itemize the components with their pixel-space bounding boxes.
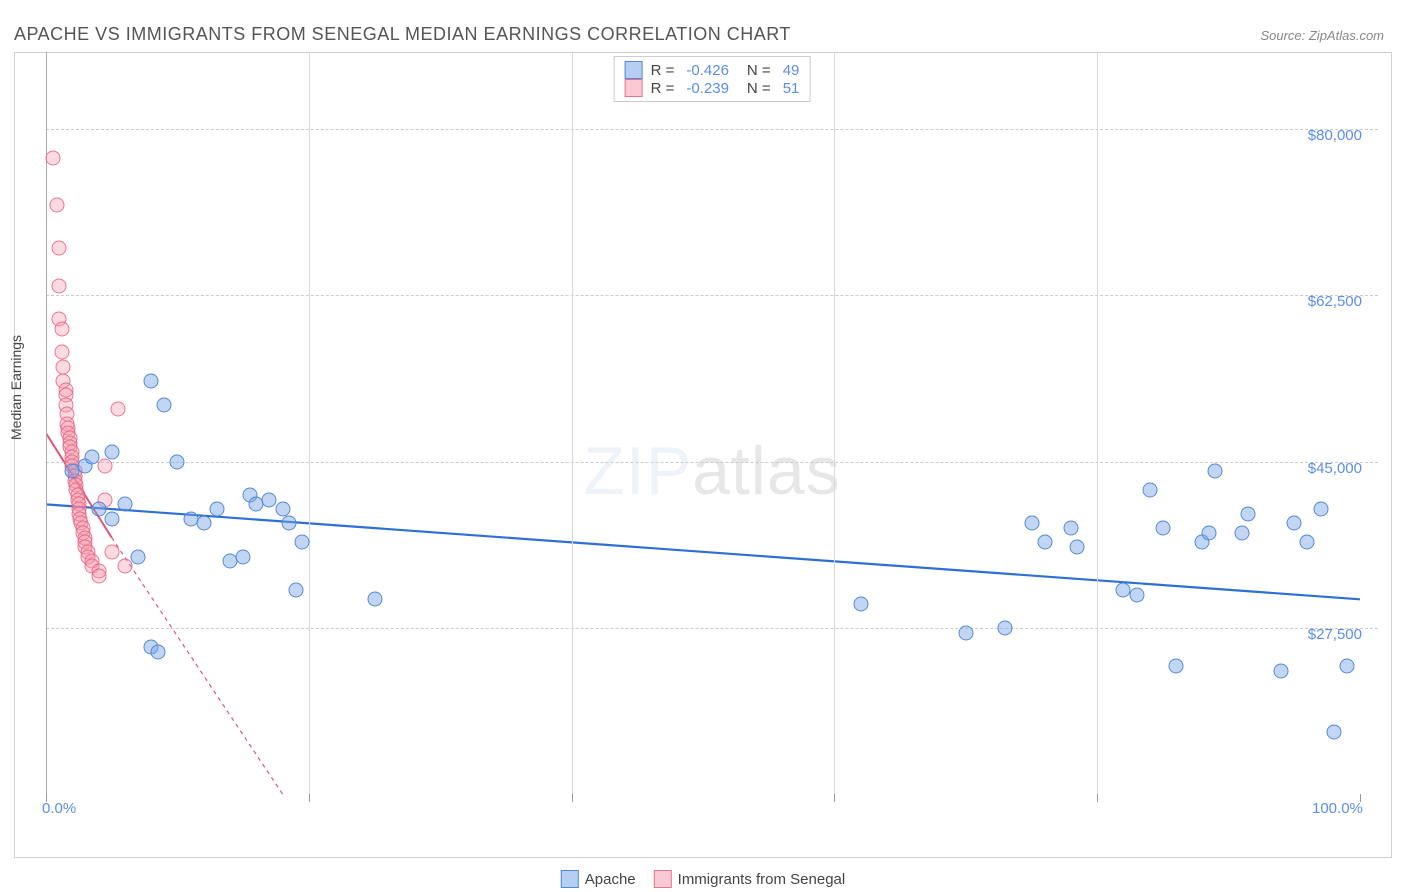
y-tick-label: $45,000	[1308, 460, 1362, 477]
gridline-v	[1097, 52, 1098, 794]
data-point-apache	[1063, 521, 1078, 536]
n-label: N =	[747, 80, 771, 97]
legend-item-apache: Apache	[561, 870, 636, 888]
x-tick-label-max: 100.0%	[1312, 800, 1363, 817]
data-point-apache	[157, 397, 172, 412]
data-point-apache	[1234, 525, 1249, 540]
data-point-apache	[196, 516, 211, 531]
gridline-v	[572, 52, 573, 794]
legend-stats: R = -0.426 N = 49 R = -0.239 N = 51	[614, 56, 811, 102]
n-label: N =	[747, 62, 771, 79]
swatch-pink-icon	[625, 79, 643, 97]
data-point-apache	[104, 445, 119, 460]
y-axis-label: Median Earnings	[8, 335, 24, 440]
n-value-senegal: 51	[783, 80, 800, 97]
legend-stats-row-apache: R = -0.426 N = 49	[625, 61, 800, 79]
data-point-apache	[1274, 663, 1289, 678]
gridline-h	[46, 129, 1378, 130]
data-point-apache	[262, 492, 277, 507]
data-point-senegal	[111, 402, 126, 417]
data-point-apache	[84, 449, 99, 464]
r-value-senegal: -0.239	[686, 80, 729, 97]
data-point-apache	[367, 592, 382, 607]
x-tick-mark	[834, 794, 835, 802]
data-point-apache	[117, 497, 132, 512]
data-point-apache	[282, 516, 297, 531]
gridline-h	[46, 628, 1378, 629]
data-point-senegal	[91, 568, 106, 583]
data-point-apache	[1070, 540, 1085, 555]
y-tick-label: $80,000	[1308, 127, 1362, 144]
chart-title: APACHE VS IMMIGRANTS FROM SENEGAL MEDIAN…	[14, 24, 791, 45]
data-point-senegal	[117, 559, 132, 574]
y-tick-label: $27,500	[1308, 626, 1362, 643]
data-point-apache	[1287, 516, 1302, 531]
data-point-senegal	[104, 544, 119, 559]
data-point-senegal	[54, 321, 69, 336]
data-point-apache	[236, 549, 251, 564]
r-label: R =	[651, 62, 675, 79]
data-point-apache	[144, 373, 159, 388]
data-point-apache	[1339, 658, 1354, 673]
data-point-apache	[1024, 516, 1039, 531]
data-point-apache	[150, 644, 165, 659]
trend-lines	[46, 52, 1378, 822]
legend-series: Apache Immigrants from Senegal	[561, 870, 845, 888]
data-point-apache	[998, 620, 1013, 635]
legend-stats-row-senegal: R = -0.239 N = 51	[625, 79, 800, 97]
data-point-apache	[295, 535, 310, 550]
r-value-apache: -0.426	[686, 62, 729, 79]
gridline-v	[309, 52, 310, 794]
data-point-apache	[1129, 587, 1144, 602]
watermark: ZIPatlas	[583, 432, 840, 510]
swatch-blue-icon	[625, 61, 643, 79]
data-point-apache	[958, 625, 973, 640]
data-point-apache	[1241, 506, 1256, 521]
data-point-apache	[1300, 535, 1315, 550]
data-point-apache	[1155, 521, 1170, 536]
gridline-h	[46, 295, 1378, 296]
data-point-apache	[1037, 535, 1052, 550]
x-tick-mark	[572, 794, 573, 802]
data-point-senegal	[45, 150, 60, 165]
x-tick-label-min: 0.0%	[42, 800, 76, 817]
source-label: Source: ZipAtlas.com	[1260, 28, 1384, 43]
gridline-h	[46, 462, 1378, 463]
n-value-apache: 49	[783, 62, 800, 79]
plot-area: ZIPatlas R = -0.426 N = 49 R = -0.239 N …	[46, 52, 1378, 822]
data-point-apache	[1169, 658, 1184, 673]
data-point-senegal	[49, 198, 64, 213]
swatch-pink-icon	[654, 870, 672, 888]
data-point-senegal	[52, 278, 67, 293]
data-point-apache	[130, 549, 145, 564]
data-point-senegal	[52, 240, 67, 255]
data-point-apache	[1208, 464, 1223, 479]
data-point-apache	[1326, 725, 1341, 740]
data-point-apache	[853, 597, 868, 612]
data-point-apache	[209, 502, 224, 517]
x-tick-mark	[1097, 794, 1098, 802]
data-point-senegal	[98, 459, 113, 474]
gridline-v	[834, 52, 835, 794]
data-point-apache	[1201, 525, 1216, 540]
watermark-zip: ZIP	[583, 433, 692, 509]
data-point-apache	[91, 502, 106, 517]
legend-label-apache: Apache	[585, 871, 636, 888]
y-tick-label: $62,500	[1308, 293, 1362, 310]
swatch-blue-icon	[561, 870, 579, 888]
watermark-atlas: atlas	[692, 433, 841, 509]
data-point-apache	[104, 511, 119, 526]
data-point-senegal	[56, 359, 71, 374]
r-label: R =	[651, 80, 675, 97]
data-point-senegal	[54, 345, 69, 360]
data-point-apache	[170, 454, 185, 469]
data-point-apache	[1313, 502, 1328, 517]
legend-item-senegal: Immigrants from Senegal	[654, 870, 846, 888]
data-point-apache	[1142, 483, 1157, 498]
x-tick-mark	[309, 794, 310, 802]
data-point-apache	[275, 502, 290, 517]
data-point-apache	[288, 582, 303, 597]
legend-label-senegal: Immigrants from Senegal	[678, 871, 846, 888]
chart-container: APACHE VS IMMIGRANTS FROM SENEGAL MEDIAN…	[0, 0, 1406, 892]
